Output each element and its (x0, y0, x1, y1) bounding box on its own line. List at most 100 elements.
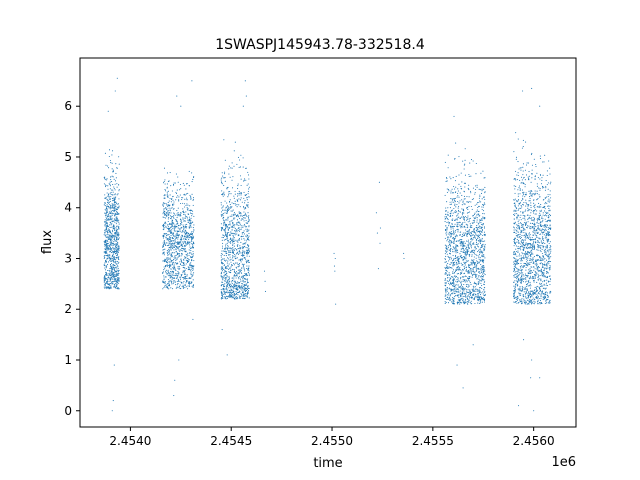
data-point (171, 253, 173, 255)
data-point (166, 264, 168, 266)
data-point (469, 265, 471, 267)
data-point (458, 258, 460, 260)
data-point (461, 216, 463, 218)
data-point (482, 213, 484, 215)
data-point (459, 211, 461, 213)
data-point (248, 255, 250, 257)
data-point (109, 236, 111, 238)
data-point (457, 228, 459, 230)
data-point (184, 206, 186, 208)
data-point (226, 209, 228, 211)
data-point (193, 224, 195, 226)
data-point (236, 204, 238, 206)
data-point (113, 256, 115, 258)
data-point (472, 285, 474, 287)
data-point (172, 242, 174, 245)
data-point (451, 219, 454, 222)
data-point (104, 278, 106, 280)
data-point (454, 211, 456, 213)
data-point (227, 268, 230, 270)
data-point (456, 273, 458, 275)
data-point (174, 277, 176, 279)
data-point (110, 262, 113, 265)
data-point (469, 301, 471, 304)
data-point (478, 222, 480, 224)
data-point (479, 289, 481, 291)
data-point (226, 248, 228, 250)
data-point (183, 270, 185, 272)
data-point (233, 297, 235, 299)
data-point (469, 226, 471, 228)
data-point (460, 276, 462, 279)
data-point (243, 263, 245, 265)
data-point (220, 227, 222, 229)
data-point (457, 222, 459, 224)
data-point (108, 194, 110, 196)
data-point (523, 275, 525, 277)
data-point (179, 267, 181, 269)
data-point (168, 283, 170, 285)
data-point (233, 226, 235, 228)
data-point (477, 251, 479, 253)
data-point (107, 195, 109, 197)
data-point (110, 287, 112, 289)
data-point (243, 295, 245, 297)
data-point (244, 297, 246, 299)
data-point (459, 280, 461, 282)
data-point (519, 266, 521, 268)
data-point (114, 274, 116, 276)
data-point (238, 238, 240, 240)
data-point (469, 220, 471, 222)
data-point (237, 185, 239, 187)
data-point (473, 252, 475, 254)
data-point (112, 265, 114, 267)
data-point (182, 262, 184, 264)
data-point (190, 266, 192, 268)
data-point (169, 238, 172, 240)
data-point (223, 194, 226, 196)
data-point (230, 284, 233, 286)
data-point (465, 229, 467, 231)
data-point (114, 286, 116, 288)
data-point (458, 299, 460, 302)
data-point (444, 266, 446, 269)
data-point (115, 251, 117, 253)
data-point (110, 281, 113, 283)
data-point (448, 266, 450, 268)
data-point (246, 228, 248, 230)
data-point (516, 224, 518, 226)
data-point (166, 273, 168, 275)
data-point (113, 218, 115, 220)
data-point (111, 259, 113, 262)
data-point (452, 249, 454, 251)
data-point (446, 290, 448, 293)
data-point (446, 280, 448, 282)
data-point (221, 266, 223, 268)
data-point (231, 296, 233, 298)
data-point (445, 234, 447, 236)
data-point (446, 270, 448, 272)
data-point (118, 237, 120, 239)
data-point (477, 206, 479, 209)
data-point (110, 176, 112, 178)
data-point (456, 278, 458, 281)
data-point (450, 211, 452, 213)
data-point (184, 193, 186, 195)
data-point (483, 286, 485, 289)
data-point (228, 223, 230, 226)
data-point (114, 280, 116, 282)
data-point (175, 237, 177, 239)
data-point (224, 286, 226, 288)
data-point (473, 217, 475, 219)
data-point (455, 212, 457, 214)
data-point (116, 217, 118, 219)
data-point (462, 293, 464, 295)
data-point (464, 221, 466, 223)
data-point (459, 269, 461, 271)
data-point (525, 266, 527, 269)
data-point (463, 257, 465, 259)
data-point (220, 271, 223, 273)
data-point (230, 220, 232, 222)
data-point (110, 210, 112, 212)
